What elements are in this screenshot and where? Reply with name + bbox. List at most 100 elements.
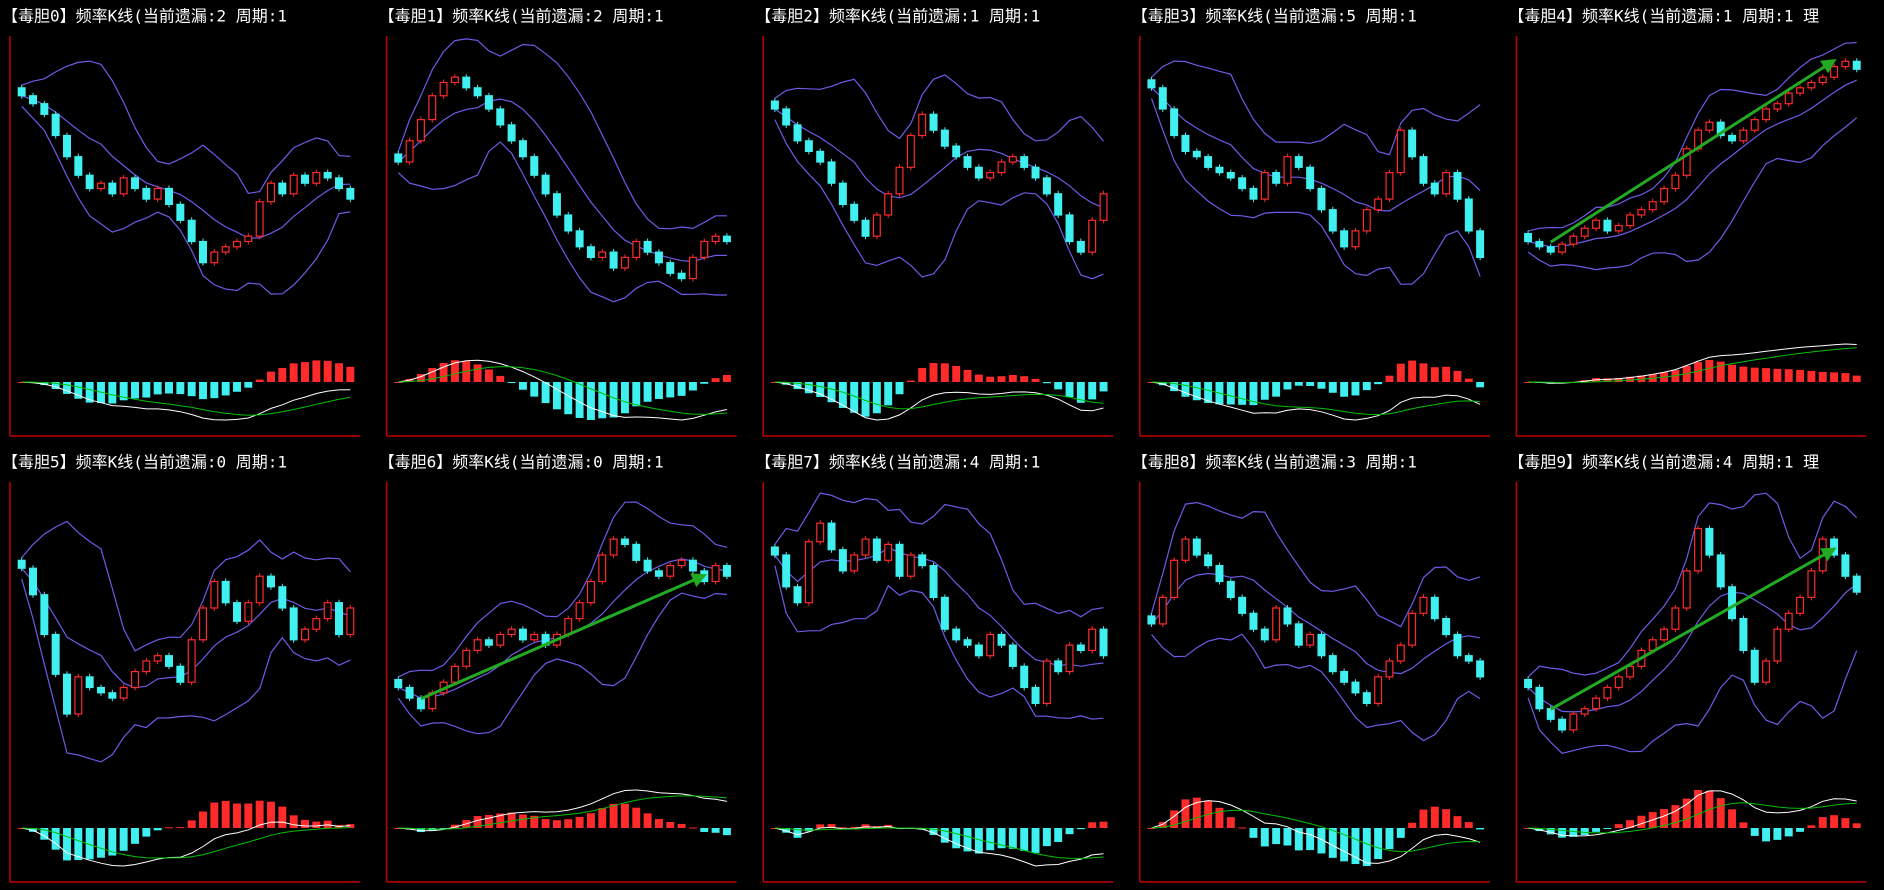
macd-bar: [586, 382, 595, 420]
candle: [770, 546, 779, 556]
macd-bar: [872, 382, 881, 414]
candle: [142, 660, 151, 673]
macd-bar: [1626, 376, 1635, 382]
plot: [770, 492, 1108, 867]
macd-bar: [1147, 828, 1156, 829]
candle: [301, 628, 310, 641]
macd-dea: [398, 795, 727, 830]
macd-dif: [21, 381, 351, 421]
candle: [312, 172, 321, 184]
candle: [1592, 697, 1601, 710]
macd-bar: [233, 803, 241, 828]
panel-title: 【毒胆2】频率K线(当前遗漏:1 周期:1: [755, 7, 1040, 26]
candle: [654, 570, 663, 577]
candle: [838, 182, 847, 205]
macd-bar: [1682, 798, 1691, 828]
candle: [323, 602, 332, 620]
macd-bar: [1580, 828, 1589, 836]
band-middle: [1151, 87, 1481, 212]
macd-bar: [530, 815, 539, 828]
macd-bar: [1807, 825, 1816, 828]
macd-bar: [1694, 362, 1703, 382]
macd-bar: [119, 382, 128, 401]
candle: [632, 240, 641, 258]
macd-bar: [312, 360, 321, 382]
candle: [119, 177, 128, 195]
macd-bar: [131, 382, 139, 399]
candle: [1841, 60, 1850, 68]
candle: [929, 564, 938, 598]
macd-bar: [838, 827, 847, 829]
candle: [1716, 554, 1725, 588]
macd-bar: [142, 828, 151, 837]
candle: [643, 559, 652, 572]
candle: [518, 140, 527, 158]
macd-bar: [861, 382, 870, 417]
plot: [1524, 42, 1861, 384]
candle: [1181, 134, 1190, 152]
macd-bar: [861, 824, 870, 828]
macd-bar: [496, 375, 505, 382]
macd-bar: [541, 382, 550, 404]
macd-bar: [1362, 828, 1371, 866]
macd-bar: [1464, 378, 1473, 382]
macd-bar: [439, 828, 448, 829]
macd-bar: [1430, 367, 1439, 382]
macd-bar: [929, 363, 938, 382]
macd-bar: [221, 800, 230, 828]
macd-bar: [1716, 361, 1725, 382]
candle: [1328, 209, 1337, 232]
macd-bar: [63, 828, 71, 861]
candle: [278, 182, 287, 195]
macd-bar: [1226, 382, 1235, 405]
macd-bar: [986, 376, 995, 382]
candle: [1215, 564, 1224, 583]
macd-bar: [722, 374, 731, 382]
macd-bar: [827, 382, 836, 403]
band-lower: [1527, 117, 1858, 271]
candle: [289, 607, 298, 641]
candle: [1076, 240, 1085, 253]
macd-bar: [1762, 368, 1771, 382]
macd-bar: [1351, 828, 1360, 865]
macd-bar: [450, 824, 459, 828]
macd-bar: [1088, 822, 1097, 828]
band-middle: [774, 108, 1104, 209]
plot: [770, 74, 1108, 421]
candle: [165, 655, 174, 667]
macd-bar: [963, 369, 972, 382]
macd-bar: [1716, 798, 1725, 828]
candle: [974, 644, 983, 657]
macd-bar: [929, 828, 938, 835]
candle: [187, 219, 196, 243]
macd-bar: [1762, 828, 1771, 842]
candle: [632, 543, 641, 561]
candle: [530, 156, 539, 176]
macd-bar: [643, 813, 652, 828]
macd-bar: [1076, 382, 1085, 403]
candle: [96, 182, 105, 190]
candle: [575, 230, 584, 248]
macd-bar: [1603, 378, 1612, 382]
candle: [1008, 644, 1017, 667]
macd-dea: [1151, 381, 1481, 416]
candle: [1807, 81, 1816, 89]
macd-bar: [1340, 828, 1349, 862]
candle: [1306, 633, 1315, 646]
candle: [827, 522, 836, 551]
plot: [394, 38, 731, 421]
macd-bar: [1042, 382, 1051, 384]
candle: [884, 543, 893, 561]
candle: [1362, 692, 1371, 704]
macd-bar: [473, 816, 482, 828]
candle: [199, 240, 208, 264]
macd-bar: [40, 828, 49, 840]
candle: [405, 686, 414, 699]
macd-bar: [323, 360, 332, 382]
candle: [1614, 676, 1623, 689]
macd-bar: [51, 828, 60, 850]
candle: [793, 124, 802, 142]
macd-bar: [1830, 372, 1839, 382]
candle: [1705, 527, 1714, 556]
macd-bar: [530, 382, 539, 397]
